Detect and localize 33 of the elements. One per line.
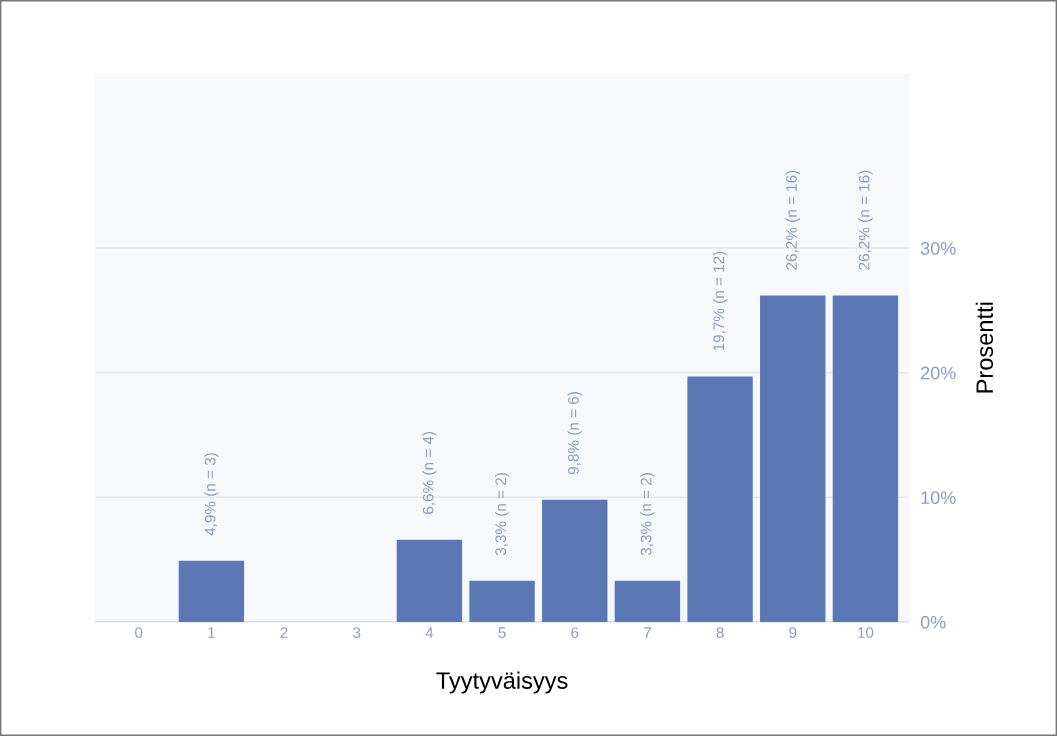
data-label: 3,3% (n = 2) [640,473,655,556]
data-label: 6,6% (n = 4) [422,431,437,514]
x-tick-label: 1 [208,627,215,638]
data-label: 26,2% (n = 16) [785,170,800,270]
x-tick-label: 3 [353,627,361,638]
x-tick-label: 6 [571,627,579,638]
bar [178,560,245,622]
data-label: 19,7% (n = 12) [712,251,728,351]
bar [687,376,753,622]
x-tick-label: 9 [789,627,797,638]
y-tick-label: 30% [920,242,956,255]
bar [760,295,826,622]
y-tick-label: 10% [921,491,956,505]
data-label: 3,3% (n = 2) [494,473,510,556]
data-label: 26,2% (n = 16) [858,170,873,270]
bar [469,580,535,622]
y-tick-label: 0% [920,615,946,629]
x-tick-label: 10 [858,627,874,638]
data-label: 9,8% (n = 6) [567,392,582,475]
y-tick-label: 20% [921,366,956,380]
x-tick-label: 8 [716,627,724,638]
x-tick-label: 4 [425,627,434,638]
x-tick-label: 0 [135,627,143,638]
x-tick-label: 2 [280,627,288,638]
y-axis-title: Prosentti [975,302,994,393]
bar [542,499,608,622]
x-axis-title: Tyytyväisyys [436,671,568,694]
data-label: 4,9% (n = 3) [204,453,219,536]
x-tick-label: 7 [643,627,651,638]
bar [396,539,463,622]
bar [614,580,681,622]
bar [832,295,899,622]
x-tick-label: 5 [498,627,506,638]
